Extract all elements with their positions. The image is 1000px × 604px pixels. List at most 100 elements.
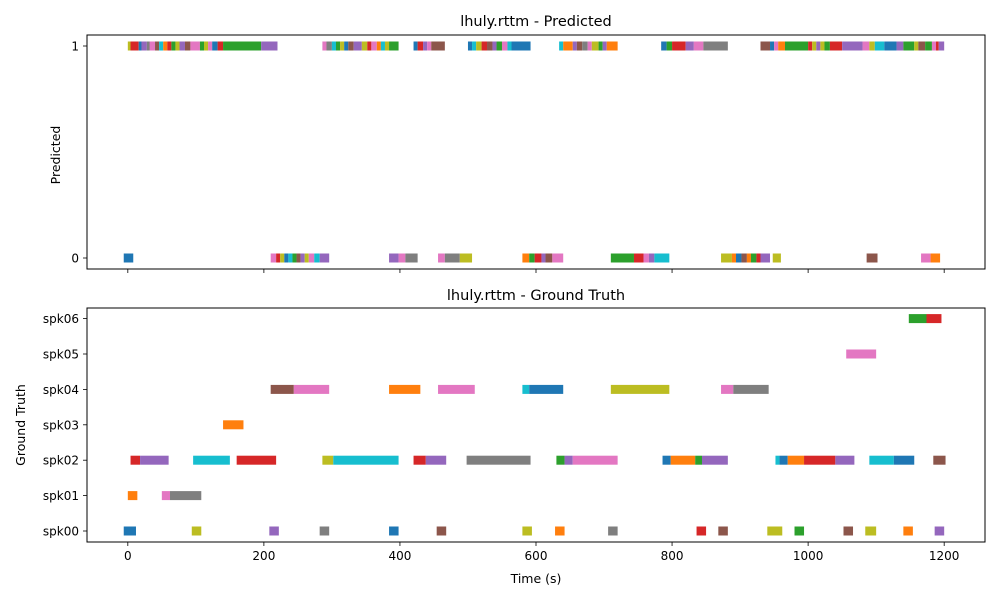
ground-truth-segment (191, 526, 202, 536)
predicted-segment (731, 253, 737, 263)
ground-truth-segment (695, 455, 702, 465)
ground-truth-segment (865, 526, 877, 536)
ground-truth-segment (721, 384, 734, 394)
ground-truth-segment (319, 526, 330, 536)
ground-truth-y-tick-label: spk01 (43, 489, 79, 503)
predicted-segment (610, 253, 634, 263)
predicted-segment (190, 41, 200, 51)
predicted-segment (130, 41, 139, 51)
predicted-segment (208, 41, 213, 51)
predicted-segment (522, 253, 530, 263)
predicted-segment (938, 41, 945, 51)
ground-truth-segment (193, 455, 230, 465)
ground-truth-segment (564, 455, 573, 465)
predicted-segment (326, 41, 332, 51)
ground-truth-x-tick-label: 1000 (793, 549, 824, 563)
predicted-segment (292, 253, 297, 263)
predicted-segment (914, 41, 919, 51)
ground-truth-segment (696, 526, 707, 536)
predicted-segment (866, 253, 878, 263)
ground-truth-segment (908, 314, 927, 324)
ground-truth-segment (794, 526, 805, 536)
predicted-segments (123, 41, 945, 263)
ground-truth-segment (926, 314, 942, 324)
predicted-segment (304, 253, 309, 263)
predicted-segment (405, 253, 418, 263)
predicted-segment (756, 253, 761, 263)
predicted-segment (348, 41, 354, 51)
predicted-segment (223, 41, 262, 51)
predicted-segment (217, 41, 224, 51)
ground-truth-segment (436, 526, 447, 536)
ground-truth-y-tick-label: spk03 (43, 418, 79, 432)
ground-truth-segment (389, 526, 399, 536)
predicted-segment (146, 41, 151, 51)
ground-truth-segment (389, 384, 421, 394)
predicted-segment (746, 253, 751, 263)
predicted-segment (444, 253, 460, 263)
predicted-segment (384, 41, 390, 51)
predicted-segment (204, 41, 209, 51)
predicted-segment (149, 41, 156, 51)
predicted-segment (770, 41, 775, 51)
predicted-segment (175, 41, 180, 51)
predicted-segment (552, 253, 564, 263)
predicted-segment (276, 253, 281, 263)
predicted-segment (778, 41, 785, 51)
predicted-segment (467, 41, 473, 51)
ground-truth-segment (223, 420, 244, 430)
predicted-segment (541, 253, 546, 263)
predicted-segment (167, 41, 172, 51)
predicted-segment (925, 41, 932, 51)
predicted-segment (284, 253, 289, 263)
predicted-segment (331, 41, 336, 51)
predicted-segment (666, 41, 673, 51)
predicted-segment (171, 41, 176, 51)
predicted-segment (212, 41, 218, 51)
predicted-plot-frame (86, 34, 986, 270)
ground-truth-segment (670, 455, 696, 465)
predicted-segment (127, 41, 132, 51)
predicted-segment (431, 41, 445, 51)
predicted-segment (721, 253, 732, 263)
predicted-segment (760, 41, 771, 51)
ground-truth-segment (555, 526, 565, 536)
ground-truth-y-tick-label: spk02 (43, 454, 79, 468)
predicted-segment (163, 41, 168, 51)
predicted-segment (672, 41, 686, 51)
predicted-segment (123, 253, 134, 263)
predicted-segment (487, 41, 493, 51)
predicted-segment (417, 41, 424, 51)
ground-truth-segment (572, 455, 618, 465)
predicted-segment (606, 41, 618, 51)
predicted-segment (784, 41, 809, 51)
predicted-segment (159, 41, 164, 51)
ground-truth-segment (893, 455, 915, 465)
ground-truth-segment (522, 384, 530, 394)
predicted-segment (918, 41, 926, 51)
ground-truth-segment (466, 455, 531, 465)
predicted-segment (507, 41, 512, 51)
ground-truth-segment (718, 526, 728, 536)
predicted-segment (633, 253, 644, 263)
predicted-segment (179, 41, 185, 51)
predicted-segment (492, 41, 497, 51)
predicted-y-tick-label: 0 (71, 252, 79, 266)
ground-truth-y-tick-label: spk05 (43, 348, 79, 362)
predicted-segment (874, 41, 885, 51)
predicted-segment (816, 41, 821, 51)
predicted-segment (438, 253, 445, 263)
predicted-segment (812, 41, 817, 51)
ground-truth-x-tick-label: 600 (525, 549, 548, 563)
ground-truth-segment (169, 491, 202, 501)
ground-truth-segment (804, 455, 836, 465)
predicted-segment (750, 253, 757, 263)
ground-truth-segment (869, 455, 894, 465)
predicted-segment (598, 41, 603, 51)
predicted-segment (896, 41, 904, 51)
predicted-panel-title: lhuly.rttm - Predicted (460, 14, 612, 30)
predicted-segment (322, 41, 327, 51)
predicted-segment (869, 41, 875, 51)
predicted-segment (296, 253, 301, 263)
